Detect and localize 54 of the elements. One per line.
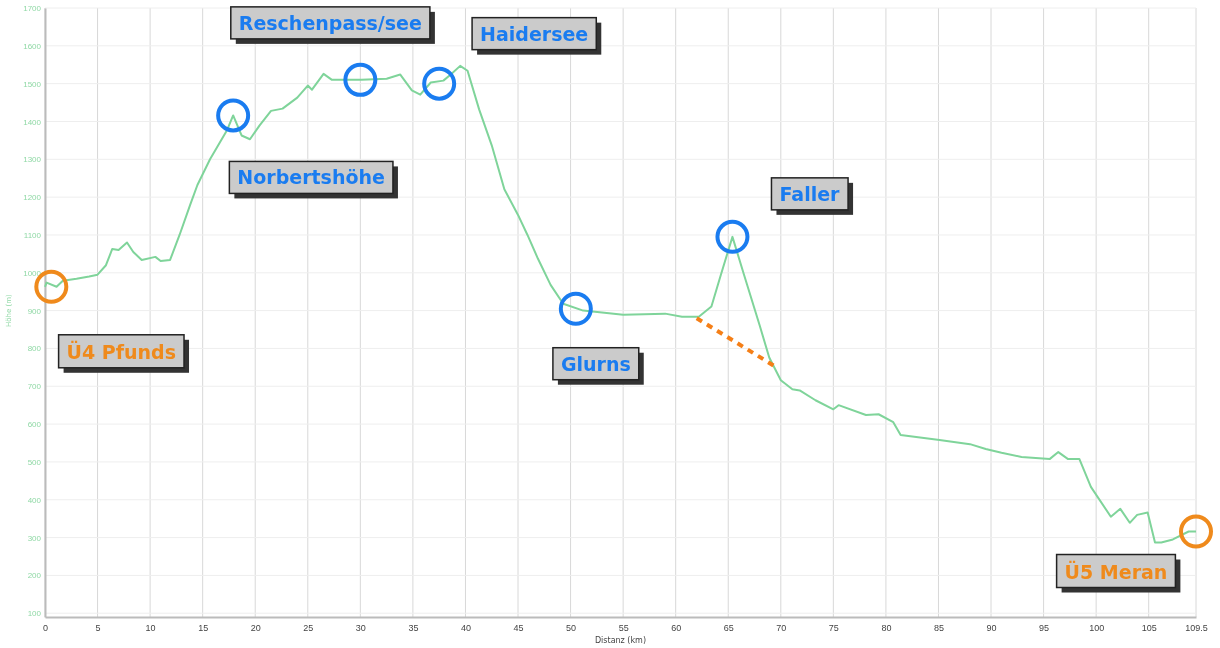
y-tick-label: 1600 — [23, 41, 42, 51]
x-tick-label: 100 — [1089, 623, 1105, 634]
x-tick-label: 35 — [408, 623, 419, 634]
x-tick-label: 95 — [1039, 623, 1050, 634]
x-tick-label: 105 — [1141, 623, 1157, 634]
annotation: Glurns — [560, 352, 631, 375]
x-tick-label: 85 — [933, 623, 944, 634]
x-tick-label: 80 — [881, 623, 892, 634]
x-tick-label: 60 — [671, 623, 682, 634]
point — [1179, 514, 1213, 549]
y-tick-label: 1100 — [23, 231, 42, 241]
y-tick-label: 200 — [27, 571, 42, 581]
x-tick-label: 45 — [513, 623, 524, 634]
x-tick-label: 40 — [460, 623, 471, 634]
x-tick-label: 30 — [355, 623, 366, 634]
x-tick-label: 10 — [145, 623, 156, 634]
x-tick-label: 75 — [828, 623, 839, 634]
y-tick-label: 1500 — [23, 79, 42, 89]
y-tick-label: 500 — [27, 457, 42, 467]
y-tick-label: 900 — [27, 306, 42, 316]
point — [343, 62, 378, 97]
y-tick-label: 1300 — [23, 155, 42, 165]
annotation: Faller — [779, 182, 841, 205]
x-tick-label: 0 — [42, 623, 49, 634]
x-tick-label: 25 — [303, 623, 314, 634]
annotation: Ü5 Meran — [1064, 559, 1168, 583]
x-tick-label: 20 — [250, 623, 261, 634]
x-tick-label: 65 — [723, 623, 734, 634]
y-tick-label: 800 — [27, 344, 42, 354]
y-tick-label: 1200 — [23, 193, 42, 203]
point — [422, 66, 457, 101]
y-tick-label: 1400 — [23, 117, 42, 127]
y-tick-label: 100 — [27, 609, 42, 619]
y-tick-label: 300 — [27, 533, 42, 543]
y-tick-label: 600 — [27, 420, 42, 430]
point — [715, 219, 750, 254]
x-tick-label: 5 — [95, 623, 101, 634]
x-axis-title: Distanz (km) — [594, 636, 647, 645]
annotation: Reschenpass/see — [238, 11, 422, 34]
x-tick-label: 50 — [566, 623, 577, 634]
x-tick-label: 90 — [986, 623, 997, 634]
x-tick-label: 109.5 — [1185, 623, 1208, 634]
annotation: Ü4 Pfunds — [66, 339, 177, 363]
y-tick-label: 400 — [27, 495, 42, 505]
annotation: Norbertshöhe — [237, 166, 385, 189]
x-tick-label: 55 — [618, 623, 629, 634]
point — [558, 291, 593, 326]
y-tick-label: 700 — [27, 382, 42, 392]
y-tick-label: 1700 — [23, 4, 42, 14]
x-tick-label: 70 — [776, 623, 787, 634]
x-tick-label: 15 — [198, 623, 209, 634]
y-tick-label: 1000 — [23, 268, 42, 278]
point — [216, 98, 251, 133]
annotation: Haidersee — [480, 22, 589, 45]
